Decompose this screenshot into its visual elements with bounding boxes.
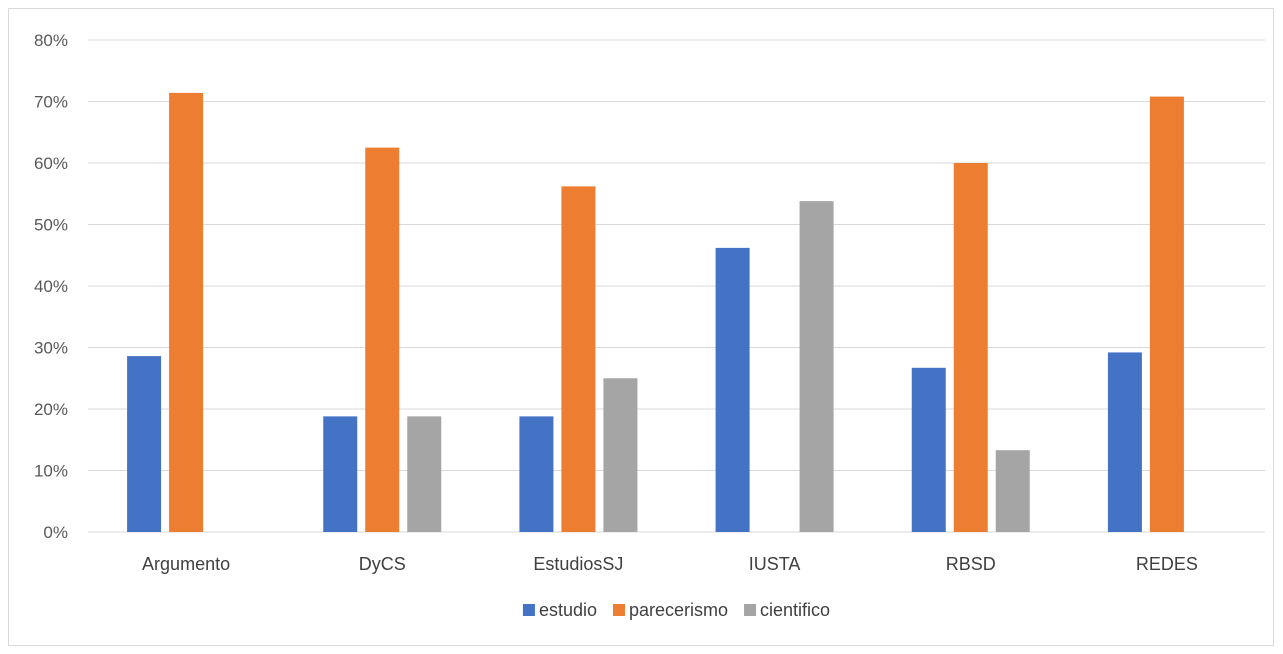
bar-parecerismo-Argumento bbox=[169, 92, 204, 532]
legend-label-estudio: estudio bbox=[539, 600, 597, 620]
bar-estudio-EstudiosSJ bbox=[519, 416, 554, 532]
y-tick-label: 70% bbox=[34, 93, 68, 112]
y-tick-label: 0% bbox=[43, 523, 68, 542]
legend-label-parecerismo: parecerismo bbox=[629, 600, 728, 620]
bar-parecerismo-REDES bbox=[1149, 96, 1184, 532]
x-axis-labels: Argumento DyCS EstudiosSJ IUSTA RBSD REDES bbox=[142, 554, 1198, 574]
legend-label-cientifico: cientifico bbox=[760, 600, 830, 620]
bar-estudio-DyCS bbox=[323, 416, 358, 532]
y-tick-label: 50% bbox=[34, 216, 68, 235]
y-tick-label: 30% bbox=[34, 339, 68, 358]
bar-cientifico-DyCS bbox=[407, 416, 442, 532]
bar-estudio-Argumento bbox=[127, 356, 162, 532]
x-category-label: Argumento bbox=[142, 554, 230, 574]
legend-swatch-parecerismo bbox=[612, 604, 625, 616]
bar-cientifico-RBSD bbox=[995, 450, 1030, 532]
legend: estudio parecerismo cientifico bbox=[522, 600, 830, 620]
chart-frame bbox=[8, 8, 1274, 646]
y-axis-ticks: 0% 10% 20% 30% 40% 50% 60% 70% 80% bbox=[34, 31, 68, 542]
bars bbox=[127, 92, 1184, 532]
x-category-label: REDES bbox=[1136, 554, 1198, 574]
bar-parecerismo-EstudiosSJ bbox=[561, 186, 596, 532]
bar-estudio-RBSD bbox=[911, 367, 946, 532]
y-tick-label: 20% bbox=[34, 400, 68, 419]
bar-parecerismo-DyCS bbox=[365, 147, 400, 532]
bar-estudio-IUSTA bbox=[715, 247, 750, 532]
bar-parecerismo-RBSD bbox=[953, 163, 988, 532]
bar-cientifico-EstudiosSJ bbox=[603, 378, 638, 532]
x-category-label: IUSTA bbox=[749, 554, 801, 574]
y-tick-label: 80% bbox=[34, 31, 68, 50]
bar-estudio-REDES bbox=[1107, 352, 1142, 532]
y-tick-label: 10% bbox=[34, 462, 68, 481]
x-category-label: RBSD bbox=[946, 554, 996, 574]
y-tick-label: 40% bbox=[34, 277, 68, 296]
bar-cientifico-IUSTA bbox=[799, 201, 834, 532]
gridlines bbox=[88, 39, 1265, 533]
legend-swatch-cientifico bbox=[744, 604, 757, 616]
x-category-label: DyCS bbox=[359, 554, 406, 574]
x-category-label: EstudiosSJ bbox=[533, 554, 623, 574]
legend-swatch-estudio bbox=[522, 604, 535, 616]
y-tick-label: 60% bbox=[34, 154, 68, 173]
